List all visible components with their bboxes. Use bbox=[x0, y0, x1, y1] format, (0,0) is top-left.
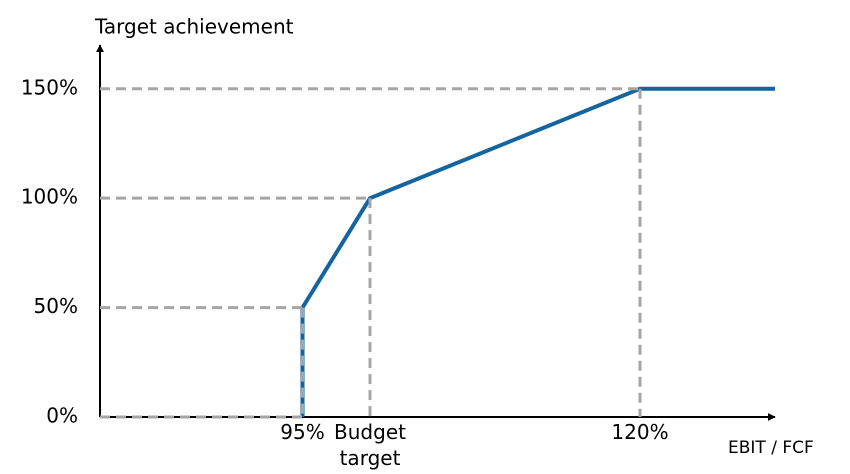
x-tick-label: 120% bbox=[611, 420, 669, 444]
y-tick-label: 50% bbox=[34, 294, 78, 318]
y-axis-label: Target achievement bbox=[94, 15, 294, 39]
x-axis-label: EBIT / FCF bbox=[728, 438, 814, 458]
y-tick-label: 0% bbox=[46, 404, 78, 428]
data-line bbox=[300, 86, 775, 417]
x-tick-label: 95% bbox=[280, 420, 325, 444]
x-tick-label: Budget target bbox=[334, 420, 406, 470]
y-tick-label: 150% bbox=[21, 75, 78, 99]
y-tick-label: 100% bbox=[21, 185, 78, 209]
